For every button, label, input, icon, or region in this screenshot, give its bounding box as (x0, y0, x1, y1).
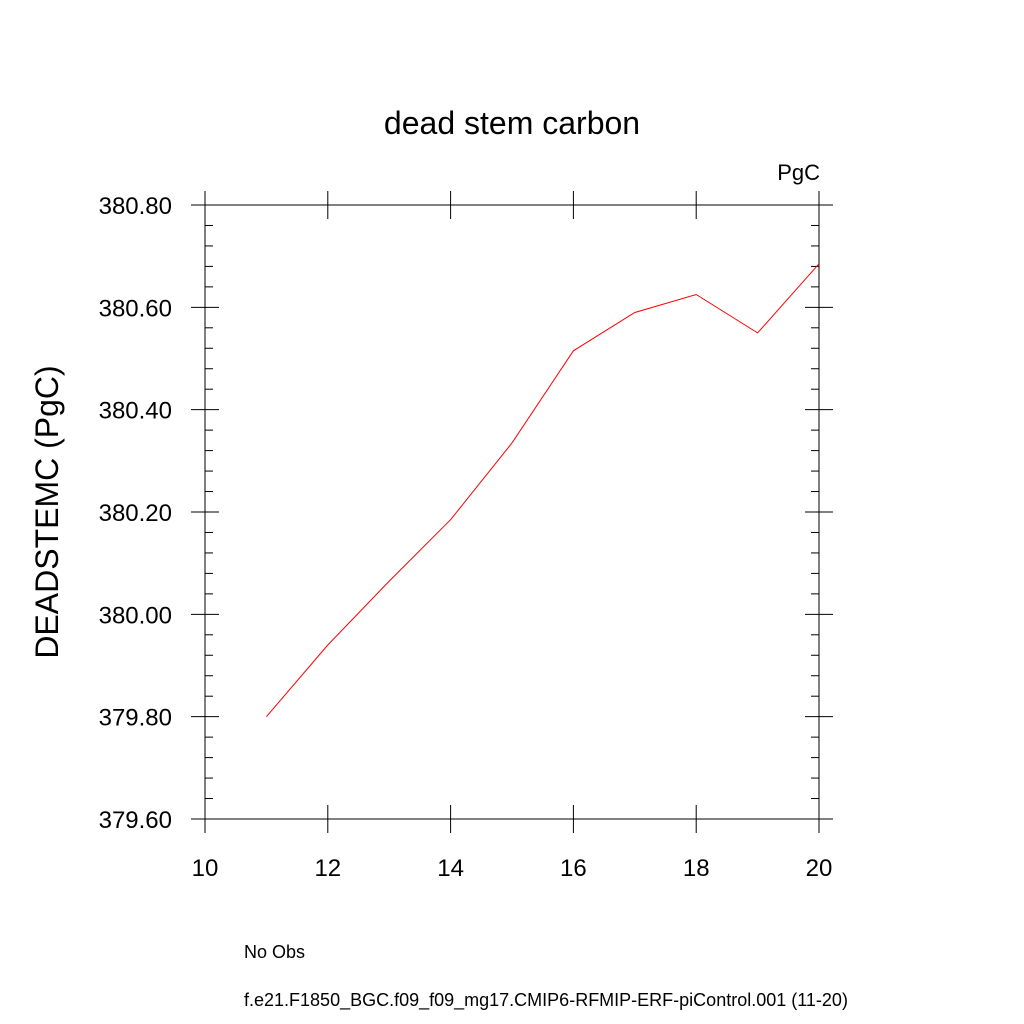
chart-title: dead stem carbon (384, 105, 640, 141)
y-tick-label: 380.80 (99, 193, 172, 220)
axis-ticks (191, 191, 833, 833)
y-tick-label: 380.60 (99, 295, 172, 322)
series-layer (266, 263, 820, 718)
legend-label-no-obs: No Obs (244, 941, 306, 962)
legend-label-model-run: f.e21.F1850_BGC.f09_f09_mg17.CMIP6-RFMIP… (244, 989, 848, 1010)
x-tick-label: 12 (314, 855, 341, 882)
units-label: PgC (777, 160, 820, 185)
y-tick-label: 380.00 (99, 602, 172, 629)
series-line (266, 263, 820, 718)
legend-item-no-obs: No Obs (108, 942, 305, 962)
y-tick-label: 380.20 (99, 500, 172, 527)
y-tick-label: 379.80 (99, 705, 172, 732)
axis-tick-labels: 10 12 14 16 18 20 379.60 379.80 380.00 380.20 380.… (99, 193, 833, 882)
x-tick-label: 14 (437, 855, 464, 882)
y-axis-label: DEADSTEMC (PgC) (29, 365, 65, 658)
legend-item-model-run: f.e21.F1850_BGC.f09_f09_mg17.CMIP6-RFMIP… (108, 990, 848, 1010)
x-tick-label: 18 (683, 855, 710, 882)
x-tick-label: 20 (806, 855, 833, 882)
y-tick-label: 380.40 (99, 398, 172, 425)
x-tick-label: 10 (192, 855, 219, 882)
plot-frame (204, 204, 820, 820)
x-tick-label: 16 (560, 855, 587, 882)
y-tick-label: 379.60 (99, 807, 172, 834)
